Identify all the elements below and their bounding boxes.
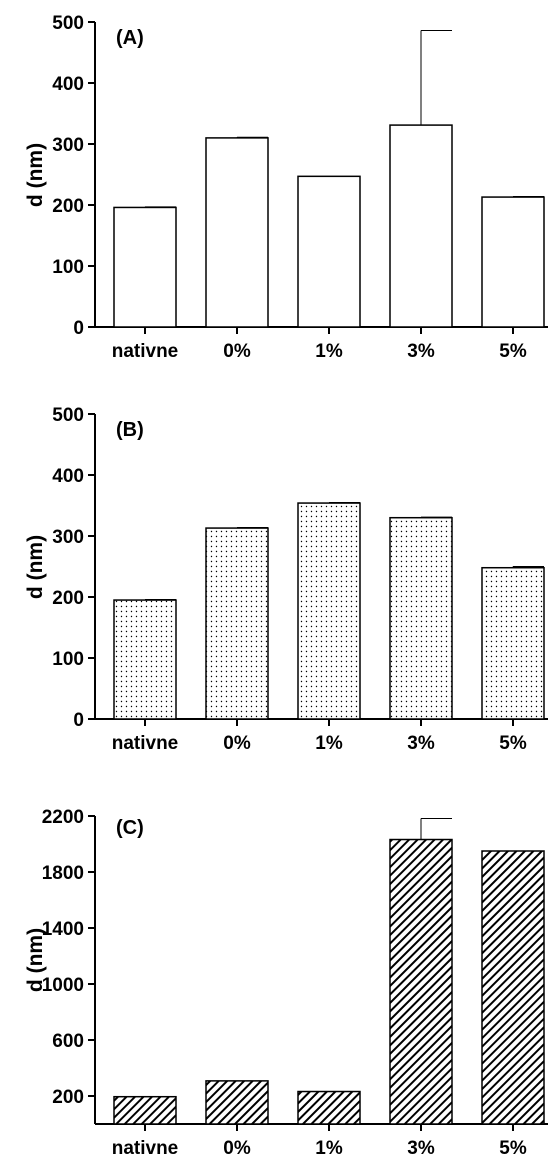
- panel-c-y-tick-label: 1800: [42, 863, 84, 884]
- panel-a: (A) d (nm) 0 100 200 300 400 500 nativne 0% 1% 3%…: [24, 13, 548, 362]
- panel-a-bar-3: [390, 125, 452, 327]
- panel-b: (B) d (nm) 0 100 200 300 400 500 nativne 0% 1% 3%…: [24, 405, 548, 754]
- panel-a-x-tick-label: nativne: [112, 341, 179, 362]
- panel-b-label: (B): [116, 419, 144, 441]
- panel-c-bar-2: [298, 1092, 360, 1124]
- panel-c-x-tick-label: 5%: [499, 1138, 527, 1158]
- panel-b-x-tick-label: 5%: [499, 733, 527, 754]
- panel-b-bar-4: [482, 568, 544, 719]
- panel-a-bar-4: [482, 197, 544, 327]
- panel-c-y-tick-label: 1000: [42, 975, 84, 996]
- panel-a-x-tick-label: 0%: [223, 341, 251, 362]
- panel-b-plot: 0 100 200 300 400 500 nativne 0% 1% 3% 5%: [52, 405, 548, 754]
- panel-a-y-tick-label: 0: [73, 318, 84, 339]
- panel-b-bar-0: [114, 600, 176, 719]
- panel-b-x-tick-label: 3%: [407, 733, 435, 754]
- panel-a-plot: 0 100 200 300 400 500 nativne 0% 1% 3% 5%: [52, 13, 548, 362]
- panel-a-bar-1: [206, 138, 268, 327]
- panel-b-bar-2: [298, 503, 360, 719]
- panel-a-y-tick-label: 200: [52, 196, 84, 217]
- panel-b-bar-1: [206, 528, 268, 719]
- panel-b-y-tick-label: 100: [52, 649, 84, 670]
- panel-c-x-tick-label: 1%: [315, 1138, 343, 1158]
- panel-a-y-tick-label: 500: [52, 13, 84, 34]
- panel-c-y-tick-label: 1400: [42, 919, 84, 940]
- panel-a-x-tick-label: 1%: [315, 341, 343, 362]
- panel-a-y-tick-label: 100: [52, 257, 84, 278]
- panel-b-y-tick-label: 500: [52, 405, 84, 426]
- panel-a-y-tick-label: 400: [52, 74, 84, 95]
- panel-b-y-tick-label: 300: [52, 527, 84, 548]
- panel-c-bar-1: [206, 1081, 268, 1124]
- panel-c-x-tick-label: 0%: [223, 1138, 251, 1158]
- panel-b-x-tick-label: 1%: [315, 733, 343, 754]
- panel-c-bar-4: [482, 851, 544, 1124]
- panel-b-ylabel: d (nm): [24, 535, 47, 599]
- panel-c-label: (C): [116, 817, 144, 839]
- panel-c-y-tick-label: 200: [52, 1087, 84, 1108]
- panel-b-y-tick-label: 0: [73, 710, 84, 731]
- panel-b-y-tick-label: 200: [52, 588, 84, 609]
- panel-c-x-tick-label: nativne: [112, 1138, 179, 1158]
- panel-b-x-tick-label: 0%: [223, 733, 251, 754]
- panel-c-bar-3: [390, 840, 452, 1124]
- panel-a-bar-2: [298, 176, 360, 327]
- panel-a-x-tick-label: 5%: [499, 341, 527, 362]
- panel-b-x-tick-label: nativne: [112, 733, 179, 754]
- panel-c-bar-0: [114, 1097, 176, 1124]
- panel-a-x-tick-label: 3%: [407, 341, 435, 362]
- panel-a-bar-0: [114, 207, 176, 327]
- panel-c-y-tick-label: 2200: [42, 807, 84, 828]
- panel-a-y-tick-label: 300: [52, 135, 84, 156]
- panel-c-x-tick-label: 3%: [407, 1138, 435, 1158]
- panel-c-plot: 200 600 1000 1400 1800 2200 nativne 0% 1% 3% 5%: [42, 807, 548, 1158]
- panel-a-ylabel: d (nm): [24, 143, 47, 207]
- panel-b-y-tick-label: 400: [52, 466, 84, 487]
- panel-c: (C) d (nm) 2006001000140018002200nativne…: [24, 807, 548, 1158]
- panel-c-y-tick-label: 600: [52, 1031, 84, 1052]
- panel-b-bar-3: [390, 518, 452, 719]
- panel-a-label: (A): [116, 27, 144, 49]
